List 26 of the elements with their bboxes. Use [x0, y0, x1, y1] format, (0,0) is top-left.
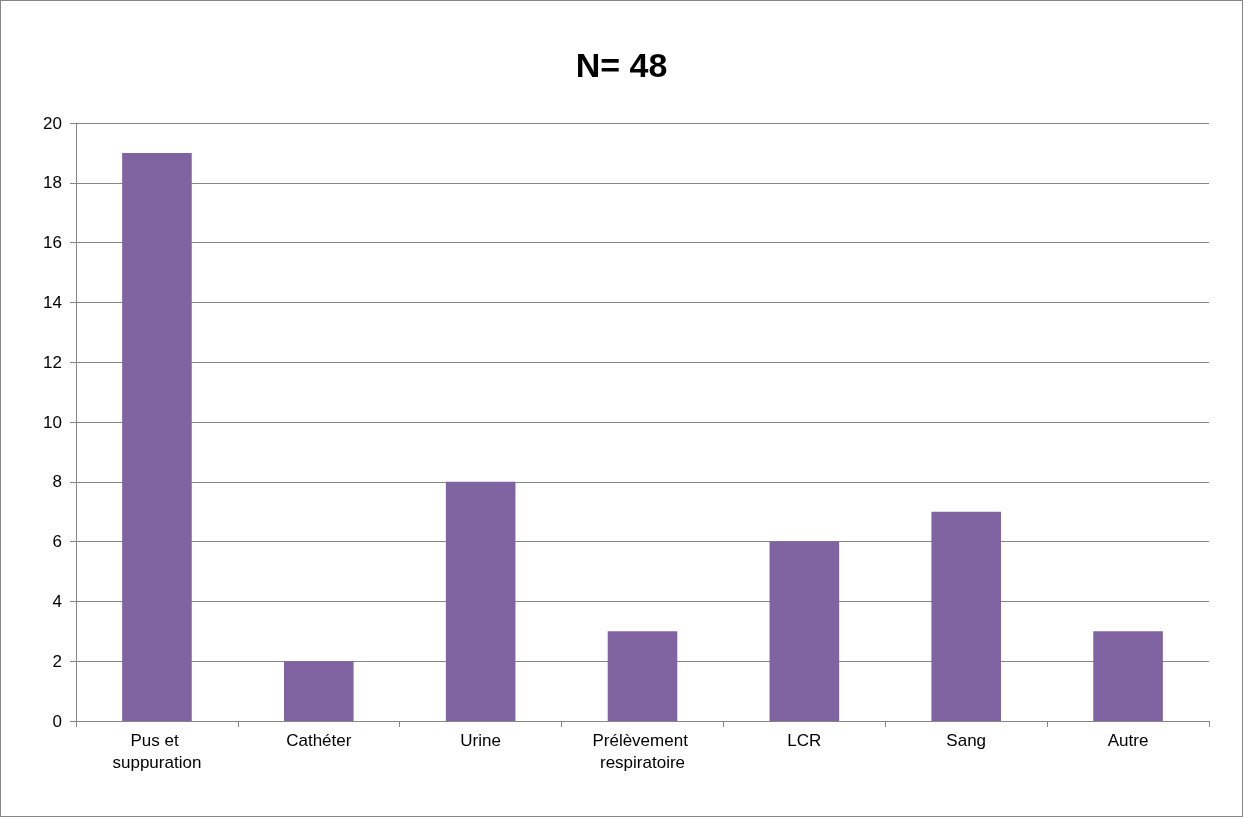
chart-title: N= 48 [575, 46, 668, 84]
x-tick-label: Autre [1107, 730, 1149, 750]
y-tick-label: 16 [43, 233, 62, 253]
y-tick-label: 6 [52, 532, 62, 552]
x-tick-label: Prélèvement respiratoire [592, 730, 693, 772]
bar [283, 661, 354, 721]
y-tick-label: 20 [43, 113, 62, 133]
bar [769, 541, 840, 721]
x-tick-label: Sang [946, 730, 987, 750]
x-tick-label: Cathéter [286, 730, 352, 750]
y-tick-label: 14 [43, 292, 62, 312]
y-tick-label: 0 [52, 711, 62, 731]
bar [607, 631, 678, 721]
bar [445, 481, 516, 721]
x-tick-label: Urine [460, 730, 501, 750]
x-tick-label: LCR [787, 730, 822, 750]
y-tick-label: 8 [52, 472, 62, 492]
y-tick-label: 18 [43, 173, 62, 193]
y-tick-label: 4 [52, 591, 62, 611]
x-tick-label: Pus et suppuration [112, 730, 202, 772]
bar [122, 152, 192, 721]
bar [1093, 631, 1163, 721]
bar [931, 511, 1002, 721]
y-tick-label: 12 [43, 352, 62, 372]
y-tick-label: 2 [52, 651, 62, 671]
y-tick-label: 10 [43, 412, 62, 432]
